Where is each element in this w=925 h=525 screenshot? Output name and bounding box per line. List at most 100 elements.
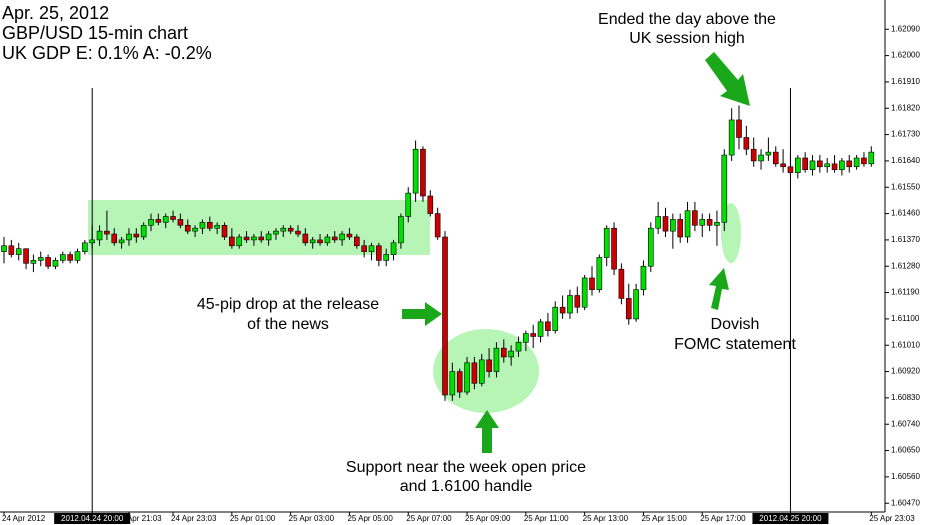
candle-body	[15, 248, 22, 255]
candle-body	[545, 321, 551, 331]
x-label-box	[752, 513, 829, 524]
candle-body	[662, 216, 669, 232]
y-tick-label: 1.61010	[891, 340, 920, 349]
y-tick-label: 1.61820	[891, 103, 920, 112]
candle-body	[104, 230, 110, 235]
candle-body	[589, 277, 595, 290]
candle-body	[640, 265, 647, 290]
annotation: Ended the day above the	[598, 11, 776, 28]
y-tick-label: 1.60920	[891, 367, 920, 376]
candle-body	[331, 236, 338, 241]
candle-body	[236, 236, 242, 247]
candle-body	[317, 239, 323, 244]
y-tick-label: 1.61640	[891, 156, 920, 165]
candle-body	[728, 119, 735, 156]
candle-body	[23, 248, 29, 264]
arrow	[475, 410, 499, 453]
y-tick-label: 1.62000	[891, 51, 920, 60]
candle-body	[552, 306, 559, 331]
candle-body	[618, 268, 625, 299]
y-tick-label: 1.61460	[891, 209, 920, 218]
candle-body	[368, 245, 375, 252]
y-tick-label: 1.61280	[891, 261, 920, 270]
candle-body	[383, 254, 390, 261]
candle-body	[486, 359, 492, 372]
candle-body	[743, 137, 750, 150]
candle-body	[736, 119, 742, 138]
candle-body	[37, 257, 44, 261]
subtitle: GBP/USD 15-min chart	[2, 23, 188, 43]
candle-body	[133, 233, 140, 238]
candle-body	[346, 233, 353, 238]
candle-body	[677, 219, 684, 238]
x-label-box	[54, 513, 131, 524]
candle-body	[508, 350, 514, 358]
candle-body	[567, 295, 573, 314]
candle-body	[265, 233, 272, 241]
candle-body	[530, 333, 537, 337]
candle-body	[523, 333, 529, 343]
candle-body	[478, 359, 485, 384]
y-tick-label: 1.61190	[891, 288, 920, 297]
candle-body	[794, 157, 801, 173]
candle-body	[596, 257, 603, 290]
candle-body	[45, 257, 51, 267]
candle-body	[456, 371, 463, 393]
candle-body	[772, 151, 779, 165]
candle-body	[309, 239, 316, 244]
annotation: FOMC statement	[674, 336, 796, 353]
candle-body	[574, 295, 581, 308]
candle-body	[802, 157, 808, 170]
x-tick-label: 24 Apr 23:03	[171, 514, 217, 523]
y-tick-label: 1.60740	[891, 419, 920, 428]
arrows	[402, 52, 750, 453]
candle-body	[111, 233, 118, 244]
candle-body	[537, 321, 544, 337]
candle-body	[824, 163, 831, 168]
x-tick-label: 25 Apr 15:00	[641, 514, 687, 523]
candle-body	[398, 216, 404, 244]
candle-body	[515, 342, 522, 352]
x-tick-label: 25 Apr 11:00	[524, 514, 569, 523]
candle-body	[192, 227, 198, 232]
x-tick-label: 25 Apr 09:00	[465, 514, 511, 523]
candle-body	[96, 230, 103, 241]
candle-body	[780, 163, 786, 168]
candle-body	[376, 245, 382, 261]
candle-body	[162, 216, 169, 223]
candle-body	[692, 210, 698, 226]
candle-body	[684, 210, 691, 238]
candle-body	[817, 160, 823, 168]
candle-body	[74, 251, 81, 261]
candle-body	[412, 148, 419, 194]
candle-body	[427, 195, 434, 214]
candle-body	[273, 230, 279, 235]
x-tick-label: 2012.04.25 20:00	[759, 514, 822, 523]
candle-body	[633, 289, 639, 320]
candle-body	[831, 163, 838, 170]
x-tick-label: 25 Apr 03:00	[289, 514, 335, 523]
annotation: UK session high	[629, 30, 745, 47]
candle-body	[1, 245, 7, 252]
x-tick-label: 25 Apr 17:00	[700, 514, 746, 523]
candle-body	[611, 227, 617, 270]
candle-body	[721, 154, 728, 223]
x-tick-label: Apr 21:03	[127, 514, 162, 523]
candle-body	[449, 371, 456, 396]
annotation: Dovish	[711, 316, 760, 333]
candle-body	[581, 277, 588, 308]
y-tick-label: 1.61100	[891, 314, 920, 323]
y-tick-label: 1.62090	[891, 24, 920, 33]
candle-body	[405, 192, 412, 217]
annotation: of the news	[247, 316, 329, 333]
x-tick-label: 25 Apr 07:00	[406, 514, 452, 523]
candle-body	[787, 166, 794, 173]
candle-body	[809, 160, 816, 170]
candle-body	[30, 260, 37, 264]
y-tick-label: 1.60560	[891, 472, 920, 481]
candle-body	[251, 236, 257, 241]
candle-body	[390, 242, 397, 255]
y-tick-label: 1.61910	[891, 77, 920, 86]
arrow	[402, 302, 442, 326]
